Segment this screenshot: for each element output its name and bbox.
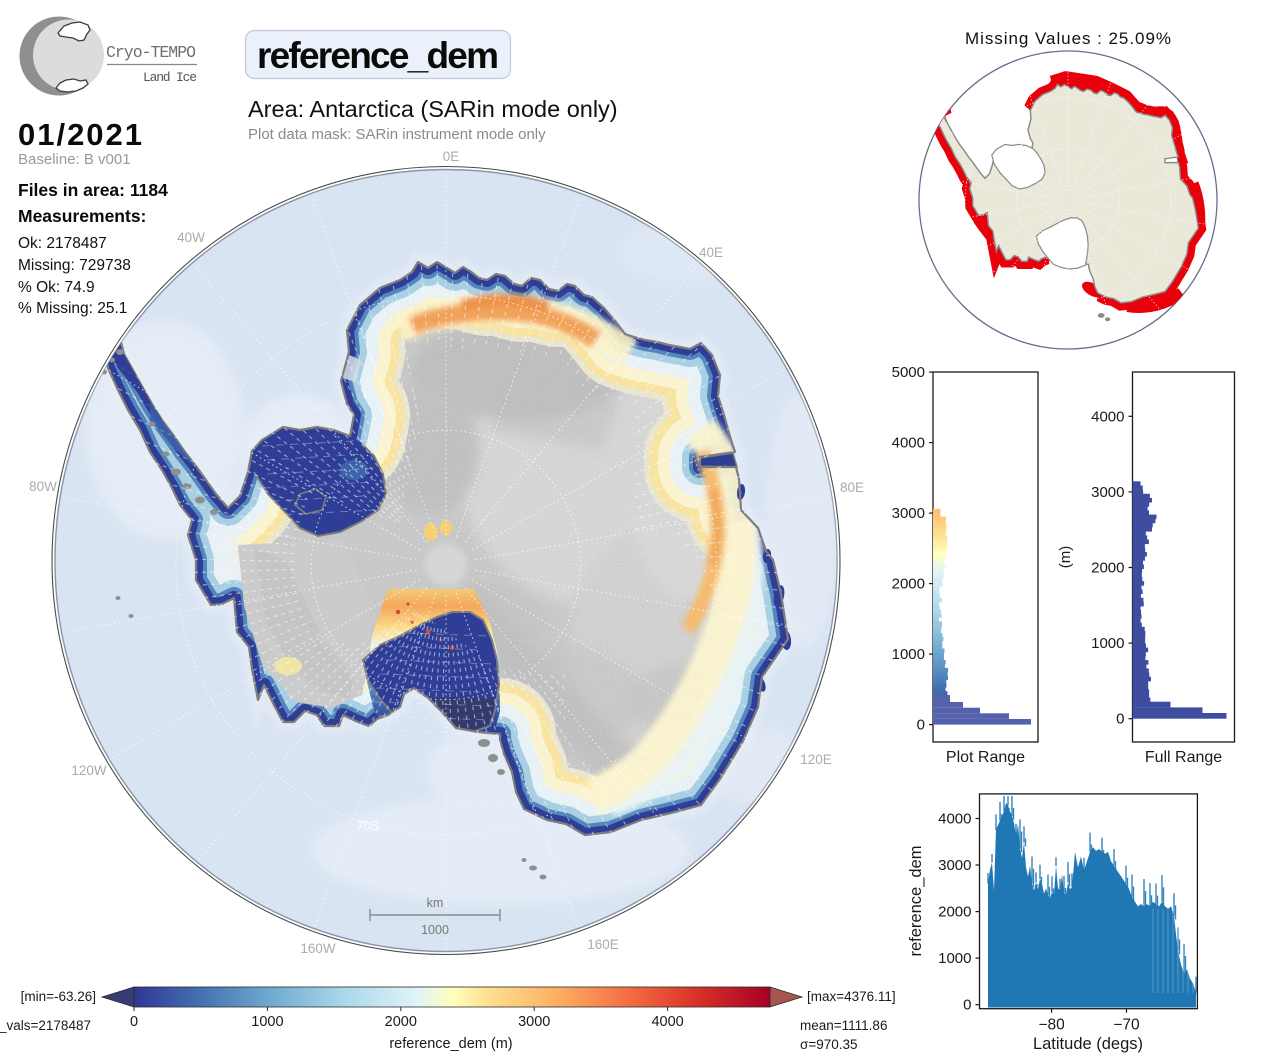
- svg-text:0: 0: [1116, 711, 1124, 728]
- svg-text:2000: 2000: [385, 1014, 417, 1030]
- svg-text:3000: 3000: [938, 857, 971, 874]
- svg-text:2000: 2000: [892, 576, 925, 593]
- svg-text:n_vals=2178487: n_vals=2178487: [0, 1018, 91, 1033]
- svg-text:Plot Range: Plot Range: [946, 749, 1025, 766]
- svg-text:Baseline: B v001: Baseline: B v001: [18, 151, 131, 168]
- svg-text:Files in area: 1184: Files in area: 1184: [18, 180, 168, 200]
- svg-text:0: 0: [917, 717, 925, 734]
- svg-text:(m): (m): [1057, 546, 1074, 569]
- svg-text:2000: 2000: [938, 904, 971, 921]
- svg-text:3000: 3000: [1091, 484, 1124, 501]
- svg-text:reference_dem (m): reference_dem (m): [389, 1036, 512, 1052]
- svg-text:70S: 70S: [357, 819, 379, 833]
- svg-text:Area: Antarctica (SARin mode o: Area: Antarctica (SARin mode only): [248, 96, 618, 122]
- svg-text:160W: 160W: [300, 941, 336, 956]
- svg-text:reference_dem: reference_dem: [257, 35, 499, 76]
- svg-text:Missing Values : 25.09%: Missing Values : 25.09%: [965, 29, 1171, 48]
- svg-text:0E: 0E: [443, 149, 460, 164]
- svg-text:[max=4376.11]: [max=4376.11]: [807, 989, 896, 1004]
- svg-text:2000: 2000: [1091, 560, 1124, 577]
- svg-text:Land Ice: Land Ice: [143, 70, 197, 85]
- svg-text:3000: 3000: [892, 505, 925, 522]
- svg-text:4000: 4000: [1091, 408, 1124, 425]
- svg-text:40W: 40W: [177, 230, 205, 245]
- svg-text:1000: 1000: [938, 950, 971, 967]
- svg-text:Full Range: Full Range: [1145, 749, 1222, 766]
- svg-text:4000: 4000: [651, 1014, 683, 1030]
- svg-text:Cryo-TEMPO: Cryo-TEMPO: [106, 43, 196, 62]
- svg-text:[min=-63.26]: [min=-63.26]: [21, 989, 96, 1004]
- svg-text:1000: 1000: [251, 1014, 283, 1030]
- svg-text:5000: 5000: [892, 364, 925, 381]
- svg-text:Latitude (degs): Latitude (degs): [1033, 1035, 1143, 1053]
- svg-text:% Ok: 74.9: % Ok: 74.9: [18, 279, 95, 296]
- svg-text:1000: 1000: [892, 646, 925, 663]
- svg-text:Plot data mask: SARin instrume: Plot data mask: SARin instrument mode on…: [248, 126, 546, 143]
- svg-text:120W: 120W: [71, 763, 107, 778]
- svg-text:01/2021: 01/2021: [18, 117, 142, 152]
- svg-text:−80: −80: [1038, 1017, 1065, 1034]
- svg-text:σ=970.35: σ=970.35: [800, 1037, 858, 1052]
- svg-text:% Missing: 25.1: % Missing: 25.1: [18, 300, 127, 317]
- svg-text:1000: 1000: [1091, 635, 1124, 652]
- svg-text:0: 0: [130, 1014, 138, 1030]
- svg-text:4000: 4000: [892, 435, 925, 452]
- svg-text:km: km: [427, 896, 444, 910]
- svg-text:120E: 120E: [800, 752, 832, 767]
- svg-text:Missing: 729738: Missing: 729738: [18, 257, 131, 274]
- svg-text:0: 0: [963, 997, 971, 1014]
- svg-text:Measurements:: Measurements:: [18, 206, 146, 226]
- svg-text:4000: 4000: [938, 811, 971, 828]
- svg-text:80W: 80W: [29, 479, 57, 494]
- svg-text:Ok: 2178487: Ok: 2178487: [18, 235, 107, 252]
- svg-text:reference_dem: reference_dem: [907, 846, 925, 957]
- svg-text:80E: 80E: [840, 480, 864, 495]
- svg-text:mean=1111.86: mean=1111.86: [800, 1018, 887, 1033]
- svg-text:160E: 160E: [587, 937, 619, 952]
- svg-text:−70: −70: [1113, 1017, 1140, 1034]
- svg-text:3000: 3000: [518, 1014, 550, 1030]
- svg-text:40E: 40E: [699, 245, 723, 260]
- svg-text:1000: 1000: [421, 923, 449, 937]
